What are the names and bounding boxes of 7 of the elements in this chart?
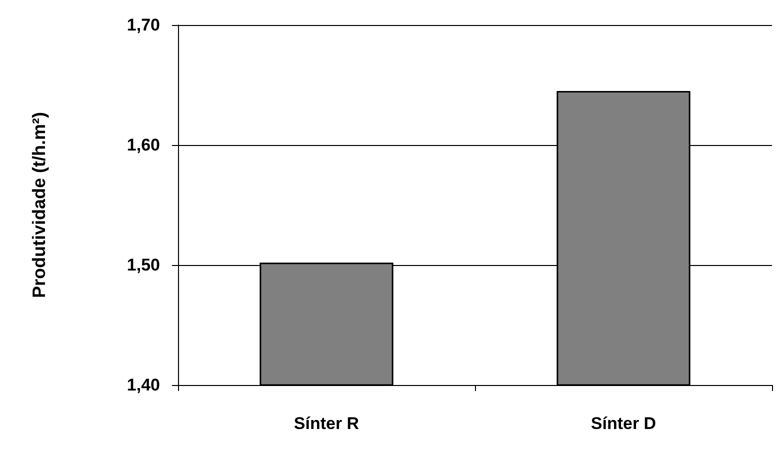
y-tick-label: 1,50 [126,256,160,274]
y-tick-label: 1,70 [126,16,160,34]
x-tick-label: Sínter R [294,414,360,433]
y-tick-label: 1,60 [126,136,160,154]
y-tick-label: 1,40 [126,376,160,394]
x-tick-label: Sínter D [590,414,656,433]
y-axis-title: Produtividade (t/h.m²) [29,112,49,298]
